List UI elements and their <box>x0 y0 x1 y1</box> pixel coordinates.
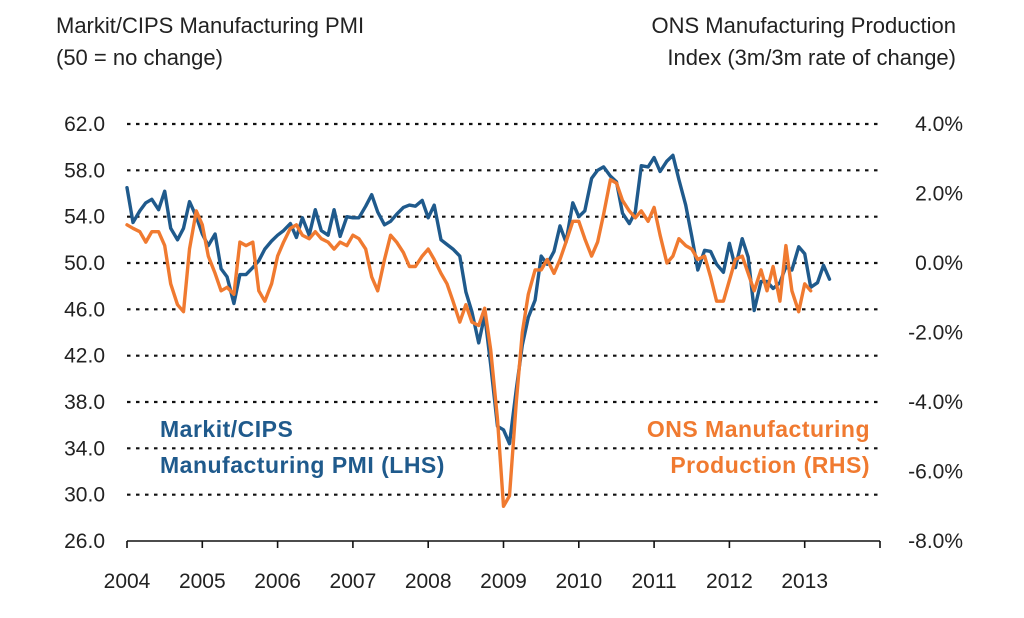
right-tick-label: -2.0% <box>908 322 963 345</box>
x-tick-label: 2013 <box>781 570 828 593</box>
right-tick-label: 0.0% <box>915 252 963 275</box>
left-tick-label: 42.0 <box>64 345 105 368</box>
right-tick-label: -4.0% <box>908 391 963 414</box>
ons-series-line <box>125 177 813 508</box>
pmi-series-label: Markit/CIPS <box>160 416 293 442</box>
right-tick-label: -8.0% <box>908 530 963 553</box>
right-tick-label: -6.0% <box>908 461 963 484</box>
series-lines <box>125 153 832 508</box>
x-tick-label: 2006 <box>254 570 301 593</box>
left-tick-label: 58.0 <box>64 159 105 182</box>
left-axis-title-line2: (50 = no change) <box>56 45 223 70</box>
ons-series-label: Production (RHS) <box>670 452 870 478</box>
right-tick-label: 4.0% <box>915 113 963 136</box>
x-tick-label: 2009 <box>480 570 527 593</box>
x-tick-label: 2005 <box>179 570 226 593</box>
left-tick-label: 30.0 <box>64 484 105 507</box>
left-axis-title-line1: Markit/CIPS Manufacturing PMI <box>56 13 365 38</box>
pmi-series-line <box>125 153 832 446</box>
right-tick-labels: -8.0% -6.0% -4.0% -2.0% 0.0% 2.0% 4.0% <box>908 113 963 553</box>
left-tick-label: 46.0 <box>64 298 105 321</box>
right-axis-title-line1: ONS Manufacturing Production <box>651 13 957 38</box>
axes <box>126 540 881 548</box>
left-tick-label: 50.0 <box>64 252 105 275</box>
right-tick-label: 2.0% <box>915 183 963 206</box>
pmi-series-label: Manufacturing PMI (LHS) <box>160 452 445 478</box>
left-tick-label: 34.0 <box>64 437 105 460</box>
series-labels: Markit/CIPS Manufacturing PMI (LHS) ONS Ma… <box>160 416 870 478</box>
x-tick-label: 2010 <box>555 570 602 593</box>
x-tick-label: 2008 <box>405 570 452 593</box>
ons-series-label: ONS Manufacturing <box>647 416 870 442</box>
right-axis-title-line2: Index (3m/3m rate of change) <box>667 45 956 70</box>
left-tick-label: 54.0 <box>64 206 105 229</box>
left-tick-label: 62.0 <box>64 113 105 136</box>
x-tick-labels: 2004 2005 2006 2007 2008 2009 2010 2011 2012 2013 <box>104 570 828 593</box>
left-tick-label: 26.0 <box>64 530 105 553</box>
left-axis-title: Markit/CIPS Manufacturing PMI (50 = no c… <box>56 10 364 74</box>
x-tick-label: 2011 <box>632 570 677 593</box>
right-axis-title: ONS Manufacturing Production Index (3m/3… <box>652 10 957 74</box>
left-tick-label: 38.0 <box>64 391 105 414</box>
x-tick-label: 2004 <box>104 570 151 593</box>
x-tick-label: 2012 <box>706 570 753 593</box>
left-tick-labels: 26.0 30.0 34.0 38.0 42.0 46.0 50.0 54.0 58.0 62.0 <box>64 113 105 553</box>
x-tick-label: 2007 <box>330 570 377 593</box>
